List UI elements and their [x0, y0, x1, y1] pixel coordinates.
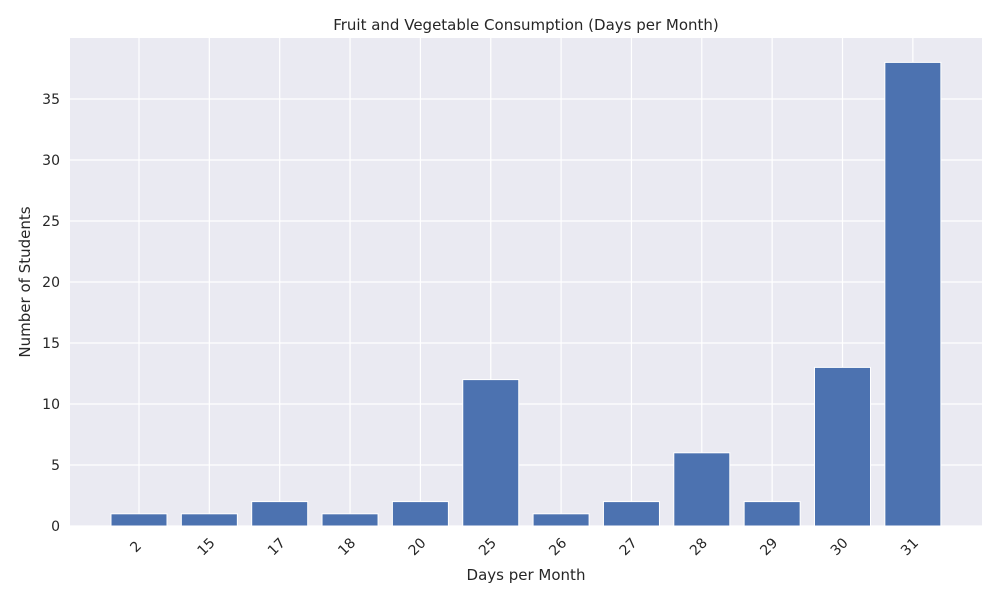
x-tick-label: 30: [828, 535, 852, 559]
x-tick-label: 27: [617, 535, 641, 559]
bar: [180, 513, 238, 527]
bar: [251, 501, 309, 527]
x-tick-labels: 2 15 17 18 20 25 26 27 28 29 30 31: [127, 535, 922, 559]
x-tick-label: 28: [687, 535, 711, 559]
chart-title: Fruit and Vegetable Consumption (Days pe…: [333, 16, 719, 34]
x-tick-label: 17: [265, 535, 289, 559]
bar: [884, 61, 942, 527]
y-tick-label: 35: [42, 92, 60, 108]
bar: [532, 513, 590, 527]
bar: [673, 452, 731, 527]
y-tick-label: 25: [42, 214, 60, 230]
bar: [814, 366, 871, 527]
y-tick-label: 15: [42, 336, 60, 352]
x-tick-label: 2: [127, 538, 145, 556]
bar: [462, 379, 520, 527]
bar: [391, 501, 449, 527]
bar: [110, 513, 168, 527]
y-axis-title: Number of Students: [16, 206, 34, 357]
bar: [321, 513, 379, 527]
y-tick-label: 0: [51, 519, 60, 535]
y-tick-label: 10: [42, 397, 60, 413]
bars-group: [110, 61, 942, 527]
x-tick-label: 31: [898, 535, 922, 559]
x-tick-label: 29: [757, 535, 781, 559]
x-tick-label: 18: [335, 535, 359, 559]
bar: [602, 501, 660, 527]
x-tick-label: 25: [476, 535, 500, 559]
y-tick-labels: 0 5 10 15 20 25 30 35: [42, 92, 60, 535]
x-tick-label: 20: [406, 535, 430, 559]
y-tick-label: 30: [42, 153, 60, 169]
x-tick-label: 15: [195, 535, 219, 559]
x-tick-label: 26: [546, 535, 570, 559]
x-axis-title: Days per Month: [467, 566, 586, 584]
y-tick-label: 5: [51, 458, 60, 474]
y-tick-label: 20: [42, 275, 60, 291]
bar: [743, 501, 801, 527]
